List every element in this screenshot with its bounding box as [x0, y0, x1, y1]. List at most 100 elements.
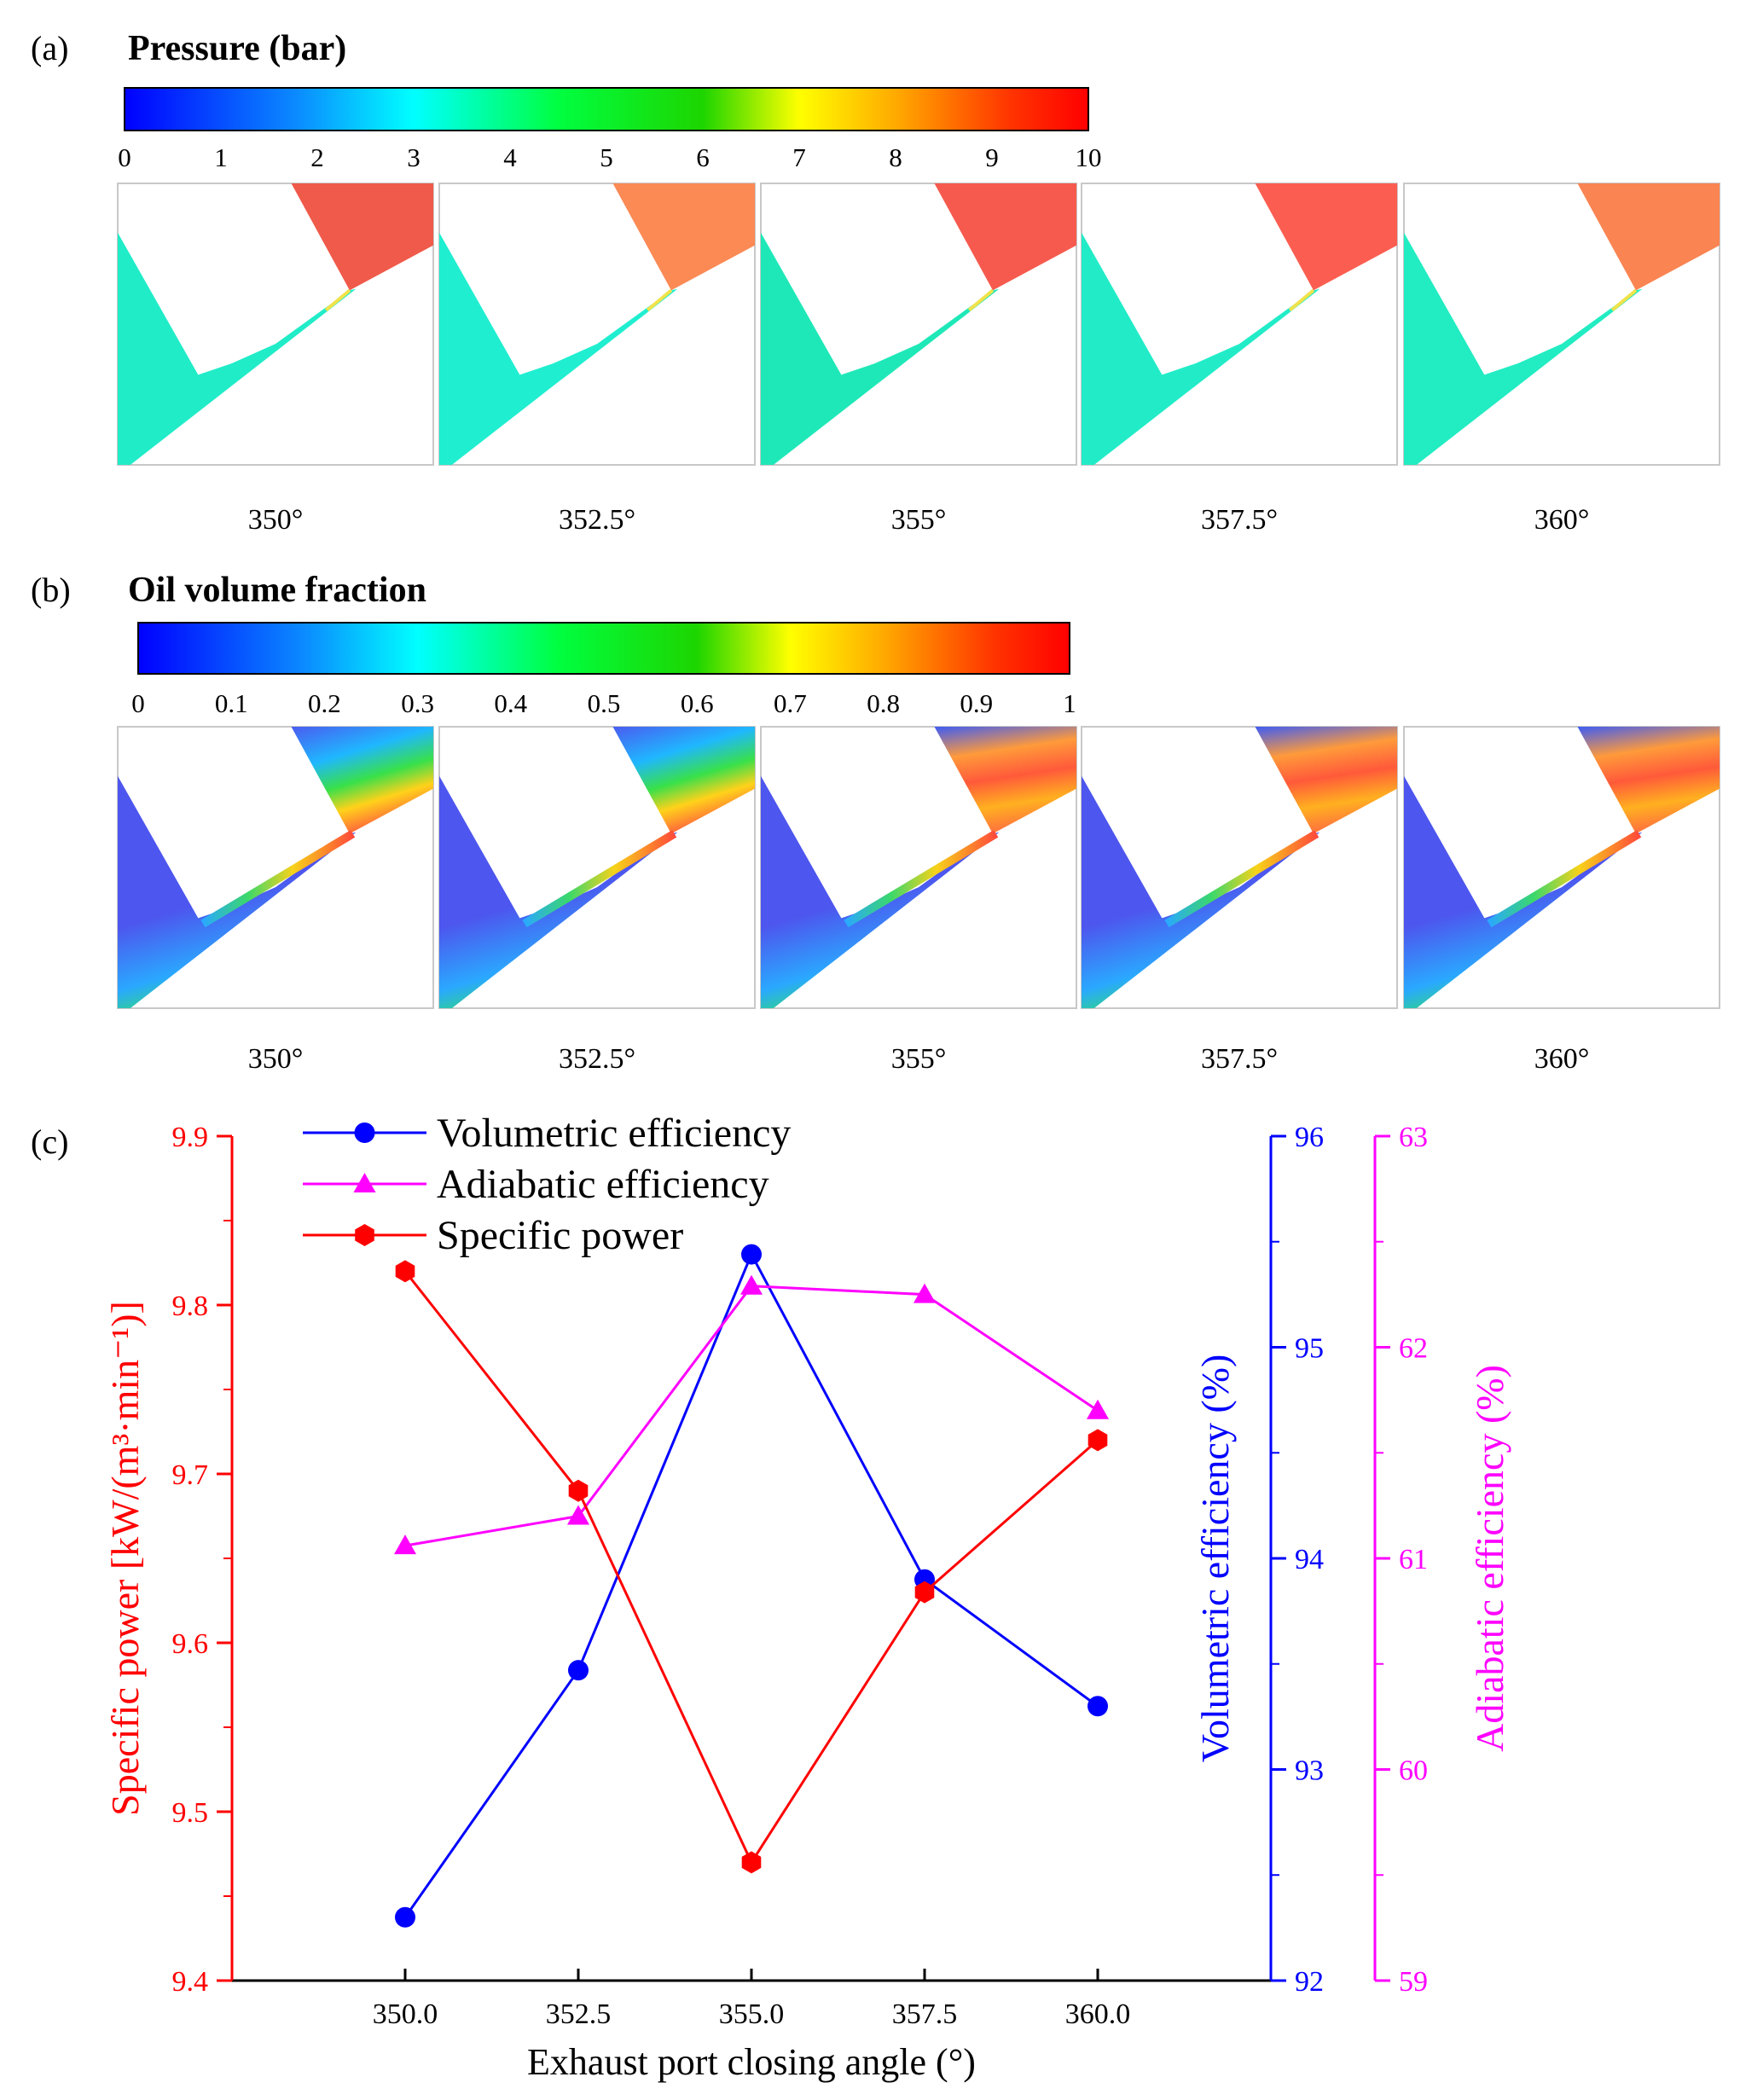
- oil-colorbar-tick-label: 0.2: [308, 688, 341, 718]
- volumetric-tick-label: 93: [1295, 1755, 1324, 1787]
- clearance-gap: [1610, 288, 1638, 312]
- pressure-angle-label: 352.5°: [559, 504, 635, 536]
- pressure-colorbar-tick-label: 10: [1076, 142, 1102, 172]
- adiabatic-tick-label: 63: [1399, 1122, 1428, 1153]
- legend-label: Volumetric efficiency: [437, 1111, 791, 1156]
- volumetric-tick-label: 96: [1295, 1122, 1324, 1153]
- specific-power-point: [568, 1479, 589, 1502]
- discharge-port-region: [934, 727, 1076, 834]
- oil-colorbar: [137, 622, 1070, 675]
- panel-c-label: (c): [31, 1123, 68, 1161]
- x-tick-label: 352.5: [546, 1998, 612, 2030]
- specific-power-point: [741, 1851, 762, 1874]
- adiabatic-tick-label: 59: [1399, 1966, 1428, 1998]
- clearance-gap: [324, 288, 351, 312]
- pressure-colorbar-tick-label: 2: [310, 142, 324, 172]
- volumetric-tick-label: 92: [1295, 1966, 1324, 1998]
- oil-snapshot: 357.5°: [1081, 726, 1398, 1075]
- oil-film: [200, 830, 356, 928]
- volumetric-tick-label: 95: [1295, 1333, 1324, 1365]
- legend-label: Adiabatic efficiency: [437, 1162, 769, 1207]
- pressure-snapshot: 355°: [760, 183, 1077, 536]
- oil-colorbar-tick-label: 0.6: [681, 688, 714, 718]
- pressure-colorbar-tick-label: 3: [407, 142, 420, 172]
- adiabatic-tick-label: 62: [1399, 1333, 1428, 1365]
- oil-angle-label: 350°: [248, 1043, 304, 1075]
- adiabatic-efficiency-point: [1087, 1399, 1109, 1419]
- oil-film: [522, 830, 677, 928]
- oil-colorbar-ticks: 0 0.1 0.2 0.3 0.4 0.5 0.6 0.7 0.8 0.9 1: [131, 688, 1076, 718]
- oil-colorbar-tick-label: 0.1: [215, 688, 248, 718]
- oil-colorbar-tick-label: 0: [131, 688, 145, 718]
- discharge-port-region: [612, 727, 755, 834]
- pressure-snapshots: 350° 352.5° 355° 357.5° 360°: [117, 183, 1720, 536]
- groove-region: [439, 775, 678, 1008]
- panel-a-title: Pressure (bar): [128, 29, 346, 68]
- volumetric-efficiency-point: [395, 1906, 415, 1928]
- adiabatic-tick-label: 61: [1399, 1544, 1428, 1575]
- pressure-snapshot: 360°: [1403, 183, 1720, 536]
- groove-region: [439, 232, 678, 465]
- discharge-port-region: [291, 183, 433, 291]
- legend-item: Specific power: [303, 1213, 683, 1258]
- adiabatic-efficiency-line: [404, 1285, 1099, 1547]
- pressure-colorbar-tick-label: 7: [792, 142, 806, 172]
- oil-colorbar-tick-label: 0.3: [401, 688, 434, 718]
- oil-film: [1487, 830, 1642, 928]
- pressure-colorbar-tick-label: 5: [600, 142, 613, 172]
- x-tick-label: 360.0: [1065, 1998, 1131, 2030]
- legend-item: Adiabatic efficiency: [303, 1162, 769, 1207]
- groove-region: [1404, 232, 1643, 465]
- adiabatic-tick-label: 60: [1399, 1755, 1428, 1787]
- x-tick-label: 355.0: [719, 1998, 785, 2030]
- volumetric-efficiency-point: [568, 1660, 589, 1681]
- oil-colorbar-tick-label: 0.9: [960, 688, 993, 718]
- discharge-port-region: [1255, 727, 1397, 834]
- pressure-angle-label: 357.5°: [1201, 504, 1278, 536]
- oil-colorbar-tick-label: 0.5: [588, 688, 621, 718]
- oil-angle-label: 355°: [891, 1043, 947, 1075]
- clearance-gap: [967, 288, 995, 312]
- discharge-port-region: [1255, 183, 1397, 291]
- specific-power-point: [395, 1260, 415, 1283]
- pressure-colorbar-tick-label: 0: [118, 142, 131, 172]
- adiabatic-efficiency-series: [394, 1274, 1109, 1555]
- panel-a-label: (a): [31, 29, 68, 67]
- groove-region: [1082, 232, 1320, 465]
- pressure-snapshot: 350°: [117, 183, 434, 536]
- volumetric-efficiency-point: [741, 1244, 762, 1265]
- specific-power-series: [395, 1260, 1108, 1874]
- oil-colorbar-tick-label: 0.8: [867, 688, 900, 718]
- adiabatic-efficiency-point: [567, 1505, 589, 1525]
- pressure-colorbar-ticks: 0 1 2 3 4 5 6 7 8 9 10: [118, 142, 1101, 172]
- panel-b-label: (b): [31, 571, 71, 609]
- specific-power-tick-label: 9.5: [172, 1797, 209, 1829]
- oil-snapshots: 350° 352.5° 355° 357.5° 360°: [117, 726, 1720, 1075]
- discharge-port-region: [291, 727, 433, 834]
- oil-film: [1164, 830, 1320, 928]
- volumetric-efficiency-point: [1088, 1696, 1108, 1717]
- pressure-colorbar-tick-label: 8: [889, 142, 902, 172]
- discharge-port-region: [1577, 727, 1720, 834]
- adiabatic-efficiency-point: [740, 1274, 763, 1295]
- pressure-colorbar-tick-label: 4: [503, 142, 517, 172]
- pressure-snapshot: 357.5°: [1081, 183, 1398, 536]
- volumetric-axis-label: Volumetric efficiency (%): [1193, 1355, 1237, 1763]
- oil-film: [844, 830, 999, 928]
- groove-region: [118, 775, 357, 1008]
- oil-colorbar-tick-label: 0.4: [494, 688, 527, 718]
- x-axis-label: Exhaust port closing angle (°): [527, 2041, 976, 2083]
- specific-power-point: [1088, 1429, 1108, 1452]
- discharge-port-region: [612, 183, 755, 291]
- pressure-angle-label: 350°: [248, 504, 304, 536]
- clearance-gap: [646, 288, 673, 312]
- volumetric-tick-label: 94: [1295, 1544, 1324, 1575]
- discharge-port-region: [934, 183, 1076, 291]
- specific-power-tick-label: 9.6: [172, 1628, 209, 1660]
- x-tick-label: 350.0: [373, 1998, 438, 2030]
- groove-region: [1082, 775, 1320, 1008]
- performance-chart: 350.0 352.5 355.0 357.5 360.0 Exhaust port cl…: [103, 1111, 1511, 2083]
- pressure-colorbar-tick-label: 1: [214, 142, 228, 172]
- specific-power-tick-label: 9.7: [172, 1459, 209, 1491]
- oil-angle-label: 360°: [1534, 1043, 1590, 1075]
